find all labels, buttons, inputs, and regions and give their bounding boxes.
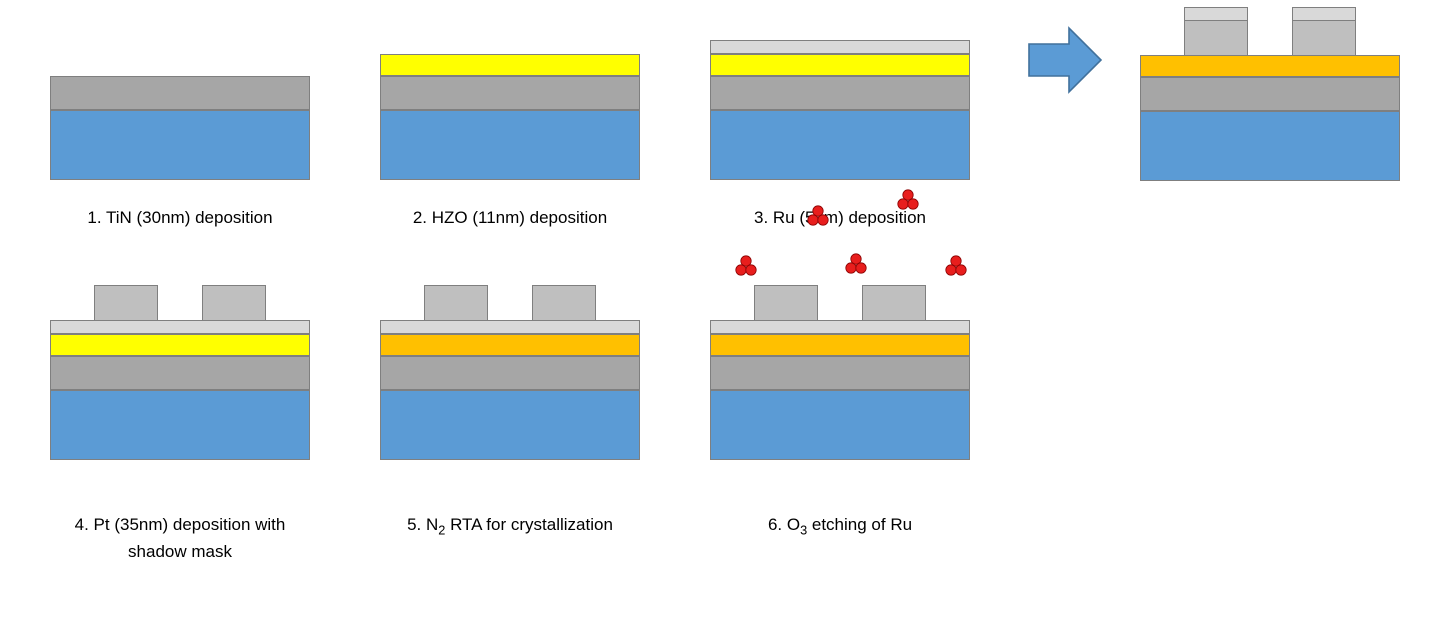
substrate-layer <box>380 110 640 180</box>
tin-layer <box>380 76 640 110</box>
tin-layer <box>710 356 970 390</box>
ozone-cloud <box>710 175 970 285</box>
step-5-stack <box>380 285 640 460</box>
tin-layer <box>710 76 970 110</box>
ru-layer <box>710 320 970 334</box>
hzo_amorphous-layer <box>710 54 970 76</box>
step-3-stack-wrap <box>690 20 990 180</box>
step-3-stack <box>710 40 970 180</box>
arrow-shape <box>1029 28 1101 92</box>
step-4-stack <box>50 285 310 460</box>
pt-electrode <box>754 285 818 321</box>
pt-electrode <box>1184 20 1248 56</box>
step-1-stack-wrap <box>30 20 330 180</box>
step-5-caption-pre: 5. N <box>407 515 438 534</box>
ru-layer <box>50 320 310 334</box>
step-4-caption-text: 4. Pt (35nm) deposition with shadow mask <box>75 515 286 561</box>
step-2-caption: 2. HZO (11nm) deposition <box>413 204 607 231</box>
tin-layer <box>50 76 310 110</box>
electrode-row <box>1140 20 1400 56</box>
substrate-layer <box>380 390 640 460</box>
ozone-molecule-icon <box>896 189 920 211</box>
final-panel <box>1140 20 1400 181</box>
ru-cap-layer <box>1184 7 1248 21</box>
ru-layer <box>380 320 640 334</box>
substrate-layer <box>50 390 310 460</box>
step-4-caption: 4. Pt (35nm) deposition with shadow mask <box>75 484 286 566</box>
step-6-caption-pre: 6. O <box>768 515 800 534</box>
step-2-stack <box>380 54 640 180</box>
arrow-icon <box>1025 20 1105 100</box>
pt-electrode <box>862 285 926 321</box>
electrode-row <box>710 285 970 321</box>
substrate-layer <box>710 110 970 180</box>
hzo_crystal-layer <box>1140 55 1400 77</box>
pt-electrode <box>94 285 158 321</box>
step-6-stack-wrap <box>690 300 990 460</box>
substrate-layer <box>710 390 970 460</box>
step-6-caption: 6. O3 etching of Ru <box>768 484 912 541</box>
substrate-layer <box>50 110 310 180</box>
step-5-panel: 5. N2 RTA for crystallization <box>360 300 660 541</box>
pt-electrode <box>532 285 596 321</box>
step-6-panel: 6. O3 etching of Ru <box>690 300 990 541</box>
tin-layer <box>380 356 640 390</box>
electrode-row <box>50 285 310 321</box>
hzo_amorphous-layer <box>380 54 640 76</box>
hzo_amorphous-layer <box>50 334 310 356</box>
step-1-stack <box>50 76 310 180</box>
arrow-cell <box>1020 20 1110 100</box>
step-1-caption: 1. TiN (30nm) deposition <box>87 204 272 231</box>
electrode-row <box>380 285 640 321</box>
ozone-molecule-icon <box>844 253 868 275</box>
tin-layer <box>50 356 310 390</box>
ozone-molecule-icon <box>734 255 758 277</box>
ru-cap-layer <box>1292 7 1356 21</box>
step-5-stack-wrap <box>360 300 660 460</box>
pt-electrode <box>424 285 488 321</box>
step-5-caption-post: RTA for crystallization <box>445 515 613 534</box>
hzo_crystal-layer <box>710 334 970 356</box>
step-4-panel: 4. Pt (35nm) deposition with shadow mask <box>30 300 330 566</box>
ozone-molecule-icon <box>944 255 968 277</box>
substrate-layer <box>1140 111 1400 181</box>
pt-electrode <box>202 285 266 321</box>
final-stack <box>1140 20 1400 181</box>
ru-layer <box>710 40 970 54</box>
step-2-panel: 2. HZO (11nm) deposition <box>360 20 660 231</box>
hzo_crystal-layer <box>380 334 640 356</box>
pt-electrode <box>1292 20 1356 56</box>
step-6-stack <box>710 285 970 460</box>
step-4-stack-wrap <box>30 300 330 460</box>
step-2-stack-wrap <box>360 20 660 180</box>
tin-layer <box>1140 77 1400 111</box>
step-5-caption: 5. N2 RTA for crystallization <box>407 484 613 541</box>
step-1-panel: 1. TiN (30nm) deposition <box>30 20 330 231</box>
ozone-molecule-icon <box>806 205 830 227</box>
step-6-caption-post: etching of Ru <box>807 515 912 534</box>
